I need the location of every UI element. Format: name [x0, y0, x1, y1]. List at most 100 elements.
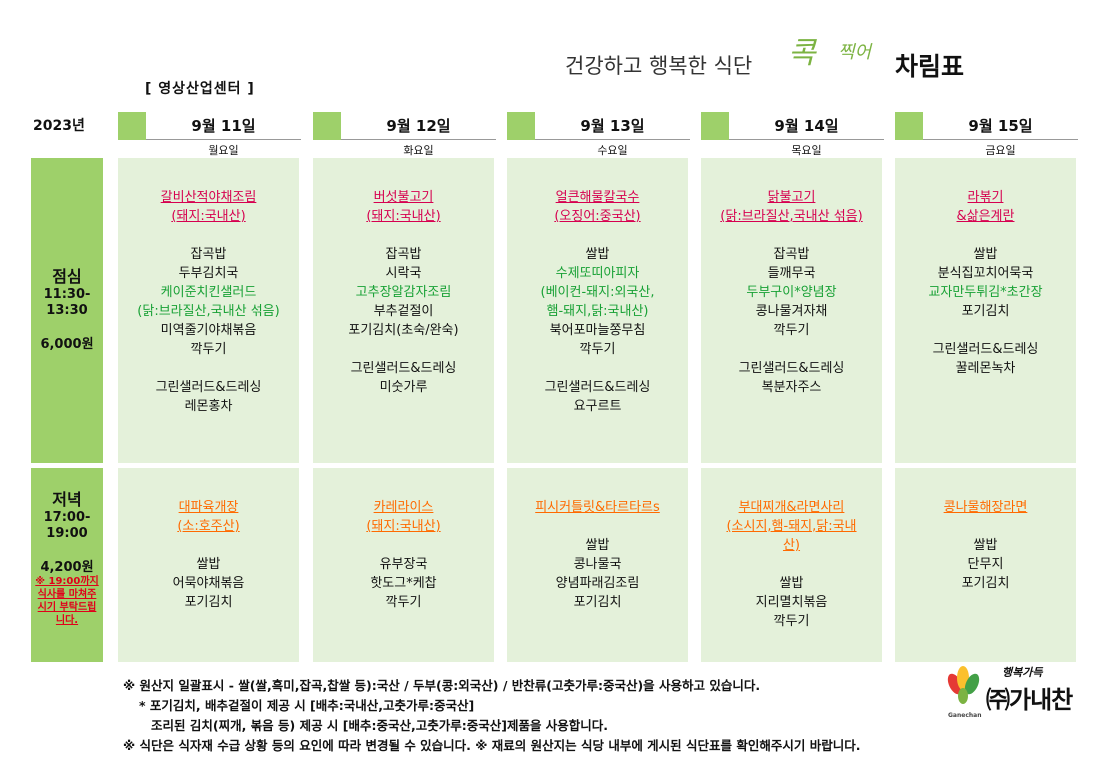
day-header: 9월 11일 [118, 112, 301, 140]
menu-item: 쌀밥 [779, 576, 804, 591]
menu-item: 북어포마늘쫑무침 [549, 323, 646, 338]
featured-side-dish: 두부구이*양념장 [746, 285, 837, 300]
dinner-menu-cell: 부대찌개&라면사리 (소시지,햄-돼지,닭:국내 산) 쌀밥 지리멸치볶음 깍두기 [701, 468, 882, 662]
dinner-side-panel: 저녁 17:00- 19:00 4,200원 ※ 19:00까지 식사를 마쳐주… [31, 468, 103, 662]
menu-extra: 그린샐러드&드레싱 [155, 380, 262, 395]
day-marker [701, 112, 729, 140]
main-dish: (돼지:국내산) [366, 209, 441, 224]
main-dish: 갈비산적야채조림 [160, 190, 257, 205]
footer-origin-note: ※ 원산지 일괄표시 - 쌀(쌀,흑미,잡곡,찹쌀 등):국산 / 두부(콩:외… [123, 678, 761, 693]
lunch-menu-cell: 닭불고기 (닭:브라질산,국내산 섞음) 잡곡밥 들깨무국 두부구이*양념장 콩나물겨자채… [701, 158, 882, 463]
lunch-label: 점심 [52, 267, 82, 286]
day-marker [507, 112, 535, 140]
main-dish: (돼지:국내산) [171, 209, 246, 224]
dinner-time-end: 19:00 [46, 526, 88, 541]
lunch-price: 6,000원 [40, 337, 94, 352]
menu-item: 잡곡밥 [773, 247, 810, 262]
day-date: 9월 15일 [923, 112, 1078, 140]
menu-extra: 복분자주스 [761, 380, 822, 395]
featured-side-dish: 수제또띠아피자 [555, 266, 640, 281]
menu-item: 포기김치 [961, 304, 1010, 319]
menu-item: 포기김치 [573, 595, 622, 610]
sheet-title: 차림표 [895, 52, 965, 81]
menu-item: 쌀밥 [973, 538, 998, 553]
menu-item: 쌀밥 [585, 247, 610, 262]
day-header: 9월 12일 [313, 112, 496, 140]
menu-extra: 요구르트 [573, 399, 622, 414]
menu-extra: 그린샐러드&드레싱 [544, 380, 651, 395]
main-dish: 피시커틀릿&타르타르s [535, 500, 660, 515]
footer-notes: ※ 원산지 일괄표시 - 쌀(쌀,흑미,잡곡,찹쌀 등):국산 / 두부(콩:외… [123, 676, 861, 756]
featured-side-dish: (베이컨-돼지:외국산, [540, 285, 655, 300]
main-dish: (소:호주산) [177, 519, 240, 534]
company-logo: 행복가득 ㈜가내찬 Ganechan [944, 664, 1084, 720]
dinner-note: ※ 19:00까지 식사를 마쳐주시기 부탁드립니다. [35, 576, 99, 626]
menu-item: 콩나물국 [573, 557, 622, 572]
lunch-menu-cell: 갈비산적야채조림 (돼지:국내산) 잡곡밥 두부김치국 케이준치킨샐러드 (닭:브라질산,… [118, 158, 299, 463]
dinner-price: 4,200원 [40, 560, 94, 575]
menu-item: 핫도그*케찹 [370, 576, 437, 591]
menu-extra: 꿀레몬녹차 [955, 361, 1016, 376]
featured-side-dish: (닭:브라질산,국내산 섞음) [137, 304, 280, 319]
featured-side-dish: 고추장알감자조림 [355, 285, 452, 300]
menu-extra: 그린샐러드&드레싱 [738, 361, 845, 376]
dinner-menu-cell: 피시커틀릿&타르타르s 쌀밥 콩나물국 양념파래김조림 포기김치 [507, 468, 688, 662]
weekday-label: 월요일 [208, 144, 239, 157]
day-header: 9월 14일 [701, 112, 884, 140]
menu-item: 시락국 [385, 266, 422, 281]
menu-item: 깍두기 [385, 595, 422, 610]
main-dish: (오징어:중국산) [554, 209, 641, 224]
menu-item: 쌀밥 [196, 557, 221, 572]
main-dish: 카레라이스 [373, 500, 434, 515]
menu-item: 들깨무국 [767, 266, 816, 281]
weekday-label: 화요일 [403, 144, 434, 157]
featured-side-dish: 햄-돼지,닭:국내산) [546, 304, 649, 319]
dinner-menu-cell: 콩나물해장라면 쌀밥 단무지 포기김치 [895, 468, 1076, 662]
lunch-menu-cell: 버섯불고기 (돼지:국내산) 잡곡밥 시락국 고추장알감자조림 부추겉절이 포기김치(초숙/… [313, 158, 494, 463]
menu-item: 깍두기 [773, 614, 810, 629]
lunch-time-start: 11:30- [43, 287, 91, 302]
main-dish: 부대찌개&라면사리 [738, 500, 845, 515]
menu-item: 콩나물겨자채 [755, 304, 828, 319]
year-label: 2023년 [33, 118, 85, 134]
day-header: 9월 15일 [895, 112, 1078, 140]
day-marker [313, 112, 341, 140]
dinner-menu-cell: 대파육개장 (소:호주산) 쌀밥 어묵야채볶음 포기김치 [118, 468, 299, 662]
main-dish: 대파육개장 [178, 500, 239, 515]
menu-item: 유부장국 [379, 557, 428, 572]
logo-tagline: 행복가득 [1002, 666, 1043, 679]
menu-item: 어묵야채볶음 [172, 576, 245, 591]
main-dish: 콩나물해장라면 [943, 500, 1028, 515]
menu-extra: 레몬홍차 [184, 399, 233, 414]
main-dish: 닭불고기 [767, 190, 816, 205]
main-dish: 산) [782, 538, 801, 553]
menu-item: 분식집꼬치어묵국 [937, 266, 1034, 281]
location-label: [ 영상산업센터 ] [145, 81, 255, 97]
main-dish: (돼지:국내산) [366, 519, 441, 534]
weekday-label: 금요일 [985, 144, 1016, 157]
lunch-time-end: 13:30 [46, 303, 88, 318]
menu-item: 지리멸치볶음 [755, 595, 828, 610]
main-dish: 얼큰해물칼국수 [555, 190, 640, 205]
menu-item: 깍두기 [773, 323, 810, 338]
menu-extra: 미숫가루 [379, 380, 428, 395]
menu-item: 잡곡밥 [385, 247, 422, 262]
menu-item: 잡곡밥 [190, 247, 227, 262]
footer-kimchi-note: * 포기김치, 배추겉절이 제공 시 [배추:국내산,고춧가루:중국산] [139, 698, 475, 713]
day-marker [118, 112, 146, 140]
logo-sub: Ganechan [948, 712, 982, 719]
menu-item: 쌀밥 [973, 247, 998, 262]
menu-item: 깍두기 [579, 342, 616, 357]
main-dish: 버섯불고기 [373, 190, 434, 205]
day-marker [895, 112, 923, 140]
brand-logo-text-sub: 찍어 [838, 42, 872, 63]
menu-extra: 그린샐러드&드레싱 [932, 342, 1039, 357]
weekday-label: 수요일 [597, 144, 628, 157]
leaf-logo-icon [947, 666, 980, 704]
featured-side-dish: 교자만두튀김*초간장 [928, 285, 1043, 300]
main-dish: &삶은계란 [956, 209, 1015, 224]
menu-item: 미역줄기야채볶음 [160, 323, 257, 338]
menu-extra: 그린샐러드&드레싱 [350, 361, 457, 376]
